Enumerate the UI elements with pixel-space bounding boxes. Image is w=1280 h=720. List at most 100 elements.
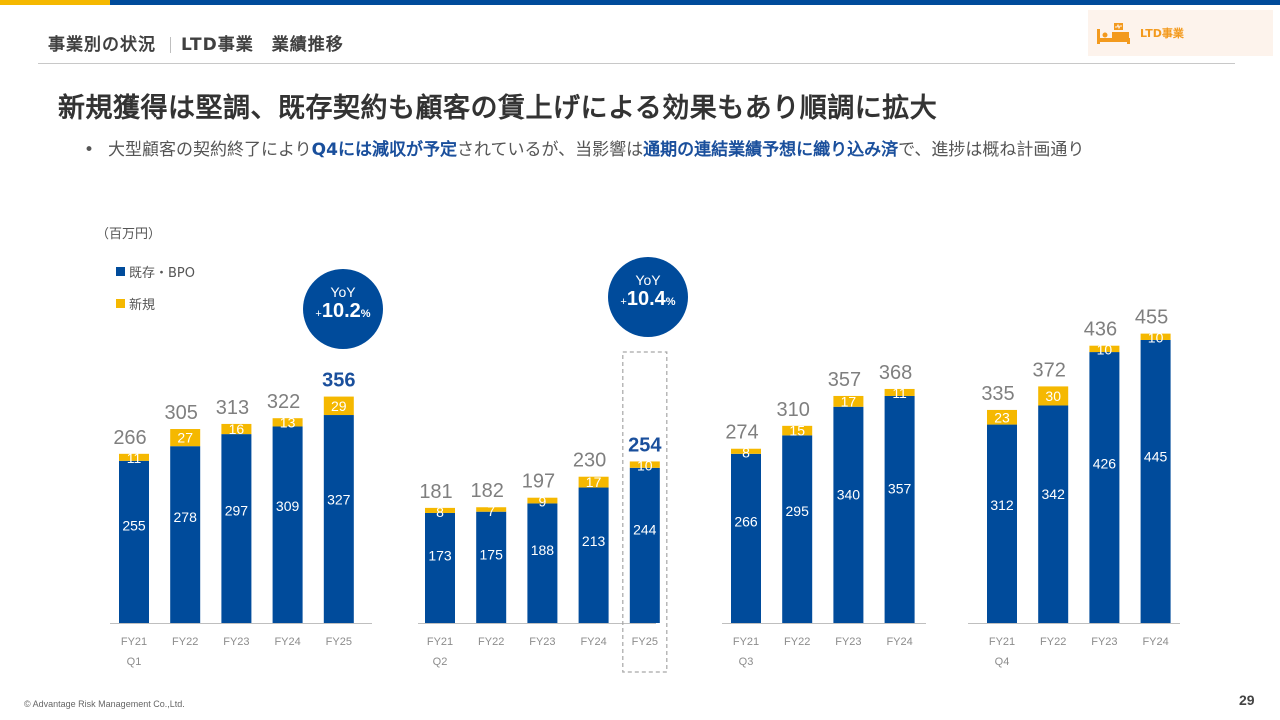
quarter-label: Q4 bbox=[995, 656, 1010, 668]
data-label-existing: 295 bbox=[786, 503, 810, 519]
copyright: © Advantage Risk Management Co.,Ltd. bbox=[24, 699, 185, 709]
data-label-total: 313 bbox=[216, 397, 249, 419]
data-label-total: 436 bbox=[1084, 319, 1117, 341]
bar-new bbox=[731, 448, 761, 454]
yoy-unit: % bbox=[665, 296, 676, 308]
bar-new bbox=[833, 395, 864, 407]
bar-existing bbox=[221, 434, 252, 623]
bar-new bbox=[170, 429, 201, 447]
bar-new bbox=[476, 507, 507, 512]
yoy-value: +10.4% bbox=[608, 288, 688, 311]
data-label-existing: 255 bbox=[122, 518, 146, 534]
x-tick-label: FY24 bbox=[886, 636, 912, 648]
x-tick-label: FY25 bbox=[326, 636, 352, 648]
section-header: 事業別の状況 LTD事業 業績推移 bbox=[48, 30, 344, 55]
yoy-number: 10.2 bbox=[321, 300, 361, 322]
yoy-unit: % bbox=[360, 308, 371, 320]
bar-existing bbox=[987, 424, 1017, 623]
header-divider bbox=[170, 37, 171, 53]
bar-existing bbox=[323, 415, 354, 623]
data-label-total: 197 bbox=[522, 471, 555, 493]
data-label-existing: 173 bbox=[428, 547, 452, 563]
data-label-new: 8 bbox=[742, 445, 750, 461]
data-label-existing: 175 bbox=[480, 547, 504, 563]
data-label-new: 15 bbox=[789, 423, 805, 439]
section-title: 事業別の状況 bbox=[48, 35, 156, 55]
subsection-title: LTD事業 業績推移 bbox=[181, 35, 344, 55]
bar-existing bbox=[170, 446, 201, 623]
yoy-sign: + bbox=[620, 296, 627, 308]
data-label-existing: 312 bbox=[990, 497, 1014, 513]
headline: 新規獲得は堅調、既存契約も顧客の賃上げによる効果もあり順調に拡大 bbox=[58, 93, 938, 124]
legend-item-new: 新規 bbox=[116, 294, 155, 313]
bullet-emphasis: 通期の連結業績予想に織り込み済 bbox=[643, 140, 899, 160]
legend-swatch-existing bbox=[116, 267, 125, 276]
data-label-new: 10 bbox=[637, 457, 653, 473]
x-tick-label: FY22 bbox=[478, 636, 504, 648]
data-label-new: 29 bbox=[331, 398, 347, 414]
x-tick-label: FY23 bbox=[835, 636, 861, 648]
data-label-total: 372 bbox=[1033, 359, 1066, 381]
bar-existing bbox=[119, 460, 149, 623]
data-label-total: 182 bbox=[471, 480, 504, 502]
yoy-label: YoY bbox=[635, 272, 661, 288]
data-label-existing: 309 bbox=[276, 498, 300, 514]
bullet-point: • 大型顧客の契約終了によりQ4には減収が予定されているが、当影響は通期の連結業… bbox=[84, 138, 1224, 162]
data-label-new: 16 bbox=[229, 421, 245, 437]
x-tick-label: FY21 bbox=[989, 636, 1015, 648]
x-tick-label: FY24 bbox=[1142, 636, 1168, 648]
data-label-total: 181 bbox=[419, 481, 452, 503]
data-label-new: 8 bbox=[436, 504, 444, 520]
data-label-total: 368 bbox=[879, 362, 912, 384]
data-label-new: 7 bbox=[487, 503, 495, 519]
x-tick-label: FY22 bbox=[172, 636, 198, 648]
bar-existing bbox=[731, 453, 761, 623]
unit-label: （百万円） bbox=[96, 227, 162, 242]
data-label-new: 11 bbox=[127, 450, 142, 466]
business-badge: LTD事業 bbox=[1088, 10, 1273, 56]
data-label-existing: 342 bbox=[1042, 486, 1066, 502]
data-label-new: 17 bbox=[586, 474, 602, 490]
x-tick-label: FY23 bbox=[1091, 636, 1117, 648]
data-label-total: 274 bbox=[725, 422, 758, 444]
data-label-total: 455 bbox=[1135, 307, 1168, 329]
data-label-new: 30 bbox=[1045, 388, 1061, 404]
bar-existing bbox=[782, 435, 813, 623]
bar-new bbox=[578, 476, 609, 488]
data-label-total: 254 bbox=[628, 434, 662, 456]
data-label-total: 230 bbox=[573, 450, 606, 472]
x-tick-label: FY21 bbox=[427, 636, 453, 648]
data-label-existing: 327 bbox=[327, 491, 351, 507]
data-label-new: 10 bbox=[1097, 342, 1113, 358]
x-tick-label: FY23 bbox=[529, 636, 555, 648]
page-number: 29 bbox=[1239, 692, 1255, 708]
badge-label: LTD事業 bbox=[1140, 27, 1184, 40]
bullet-marker: • bbox=[84, 140, 95, 160]
data-label-existing: 266 bbox=[734, 514, 758, 530]
data-label-new: 11 bbox=[892, 385, 907, 401]
bar-existing bbox=[1140, 339, 1171, 623]
bar-existing bbox=[884, 395, 915, 623]
quarter-label: Q3 bbox=[739, 656, 754, 668]
top-accent-bar-blue bbox=[110, 0, 1280, 5]
legend-label: 新規 bbox=[129, 298, 156, 313]
bar-existing bbox=[527, 503, 558, 623]
legend-label: 既存・BPO bbox=[129, 266, 195, 281]
yoy-sign: + bbox=[315, 308, 322, 320]
x-tick-label: FY24 bbox=[274, 636, 300, 648]
bar-new bbox=[527, 497, 558, 504]
data-label-existing: 357 bbox=[888, 481, 912, 497]
data-label-existing: 188 bbox=[531, 542, 555, 558]
bar-existing bbox=[629, 467, 660, 623]
top-accent-bar-yellow bbox=[0, 0, 110, 5]
yoy-badge-q2: YoY +10.4% bbox=[608, 257, 688, 337]
data-label-total: 322 bbox=[267, 391, 300, 413]
header-rule bbox=[38, 63, 1235, 64]
bar-existing bbox=[833, 406, 864, 623]
bar-existing bbox=[1089, 352, 1120, 623]
bar-new bbox=[272, 418, 303, 427]
data-label-new: 10 bbox=[1148, 330, 1164, 346]
legend-swatch-new bbox=[116, 299, 125, 308]
data-label-total: 266 bbox=[113, 427, 146, 449]
